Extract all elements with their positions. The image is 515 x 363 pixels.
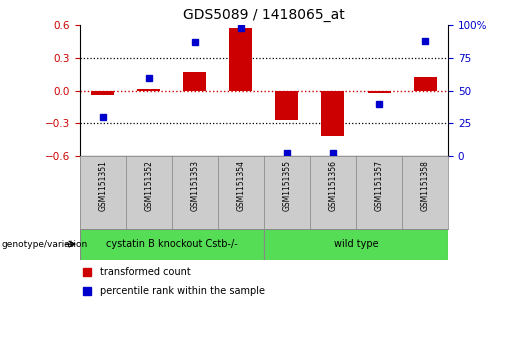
Bar [229,28,252,91]
Text: GSM1151358: GSM1151358 [421,160,430,211]
Bar [414,77,437,91]
Title: GDS5089 / 1418065_at: GDS5089 / 1418065_at [183,8,345,22]
Text: GSM1151354: GSM1151354 [236,160,246,211]
FancyBboxPatch shape [264,229,448,260]
Text: wild type: wild type [334,239,379,249]
Text: GSM1151352: GSM1151352 [144,160,153,211]
Text: percentile rank within the sample: percentile rank within the sample [100,286,265,296]
Bar [138,89,160,91]
Text: GSM1151351: GSM1151351 [98,160,107,211]
Text: transformed count: transformed count [100,267,191,277]
Bar [368,91,390,93]
Text: GSM1151356: GSM1151356 [329,160,337,211]
Bar [91,91,114,95]
Bar [321,91,345,136]
Text: genotype/variation: genotype/variation [2,240,88,249]
Text: cystatin B knockout Cstb-/-: cystatin B knockout Cstb-/- [106,239,238,249]
Text: GSM1151357: GSM1151357 [374,160,384,211]
FancyBboxPatch shape [80,229,264,260]
Text: GSM1151353: GSM1151353 [191,160,199,211]
Bar [183,72,207,91]
Bar [276,91,299,120]
Text: GSM1151355: GSM1151355 [282,160,291,211]
